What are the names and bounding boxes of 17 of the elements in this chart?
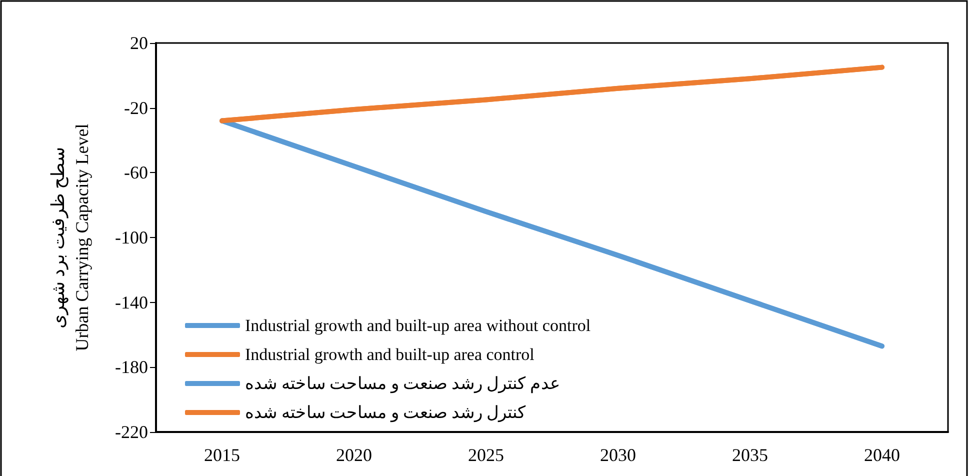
x-tick-label: 2025	[468, 445, 504, 465]
x-tick-label: 2040	[864, 445, 900, 465]
legend-label: Industrial growth and built-up area control	[245, 345, 535, 364]
x-tick-label: 2015	[204, 445, 240, 465]
x-tick-label: 2030	[600, 445, 636, 465]
y-tick-label: -100	[115, 228, 148, 248]
y-tick-label: -60	[124, 162, 148, 183]
y-tick-label: -20	[124, 98, 148, 118]
legend-label: Industrial growth and built-up area without control	[245, 316, 591, 335]
y-tick-label: 20	[130, 33, 148, 53]
legend-label: کنترل رشد صنعت و مساحت ساخته شده	[245, 403, 526, 423]
legend-label: عدم کنترل رشد صنعت و مساحت ساخته شده	[245, 374, 560, 394]
y-tick-label: -180	[115, 357, 148, 378]
y-tick-label: -220	[115, 422, 148, 442]
x-tick-label: 2020	[336, 445, 372, 465]
y-tick-label: -140	[115, 292, 148, 312]
x-tick-label: 2035	[732, 445, 768, 465]
